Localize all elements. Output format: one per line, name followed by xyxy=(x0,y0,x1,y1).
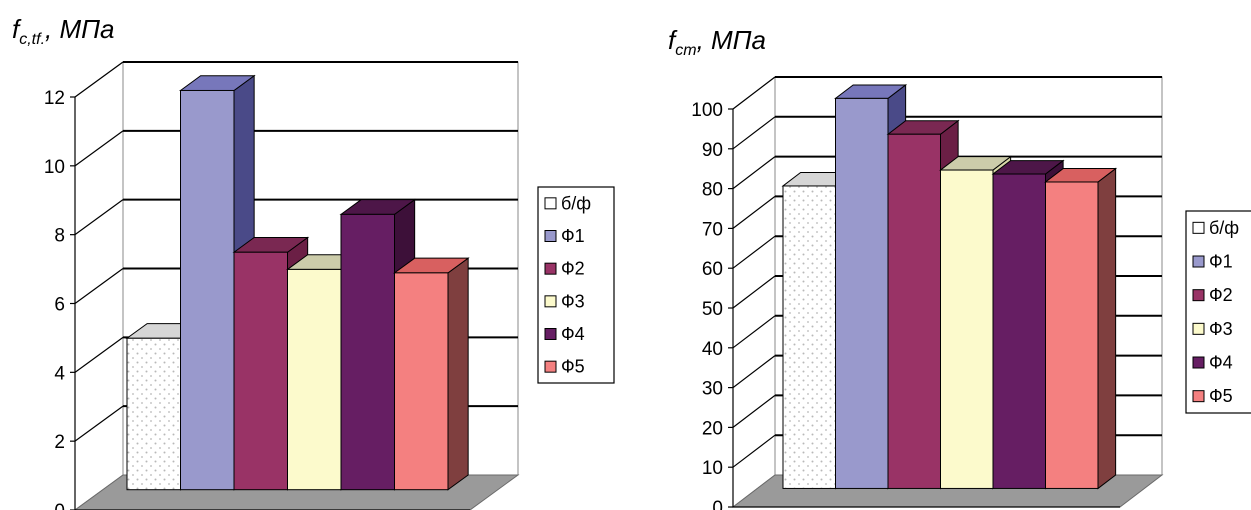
legend-label: Ф2 xyxy=(1209,285,1233,305)
bar-6 xyxy=(1046,169,1116,489)
y-tick-label: 6 xyxy=(54,295,65,316)
bar-front xyxy=(288,269,342,489)
legend-label: Ф5 xyxy=(1209,386,1233,406)
legend-swatch xyxy=(545,231,556,242)
y-tick-label: 0 xyxy=(712,498,723,510)
y-tick-label: 8 xyxy=(54,226,65,247)
bar-front xyxy=(1046,182,1099,488)
legend-swatch xyxy=(545,263,556,274)
legend-swatch xyxy=(1193,323,1204,334)
bar-front xyxy=(395,273,449,490)
y-tick-label: 40 xyxy=(702,339,723,360)
y-tick-label: 100 xyxy=(691,100,723,121)
legend: б/ф Ф1 Ф2 Ф3 Ф4 Ф5 xyxy=(1186,211,1251,413)
legend-swatch xyxy=(1193,222,1204,233)
y-tick-label: 50 xyxy=(702,299,723,320)
bar-side xyxy=(448,258,468,490)
legend-label: Ф4 xyxy=(561,324,585,344)
bar-front xyxy=(181,90,235,489)
legend-swatch xyxy=(545,296,556,307)
legend-label: Ф5 xyxy=(561,357,585,377)
legend-label: Ф1 xyxy=(1209,252,1233,272)
y-tick-label: 4 xyxy=(54,363,65,384)
y-tick-label: 60 xyxy=(702,259,723,280)
legend-label: Ф4 xyxy=(1209,353,1233,373)
legend-label: Ф1 xyxy=(561,226,585,246)
legend-swatch xyxy=(1193,391,1204,402)
chart-fcm: 0 10 20 30 40 50 60 70 80 90 100 б/ф Ф1 Ф2 Ф3 Ф4 Ф5 xyxy=(691,77,1251,510)
legend-label: Ф2 xyxy=(561,259,585,279)
bar-front xyxy=(993,174,1046,488)
legend-swatch xyxy=(1193,357,1204,368)
bar-6 xyxy=(395,258,469,490)
legend-label: б/ф xyxy=(1209,218,1239,238)
bar-side xyxy=(1098,169,1116,489)
y-tick-label: 0 xyxy=(54,501,65,510)
chart-fctf: 0 2 4 6 8 10 12 б/ф Ф1 Ф2 Ф3 Ф4 Ф5 xyxy=(44,62,614,510)
y-tick-label: 80 xyxy=(702,180,723,201)
legend-swatch xyxy=(1193,290,1204,301)
legend: б/ф Ф1 Ф2 Ф3 Ф4 Ф5 xyxy=(538,187,614,383)
bar-front xyxy=(341,214,395,489)
bar-front xyxy=(127,338,181,489)
legend-box xyxy=(1186,211,1251,413)
bar-front xyxy=(234,252,288,489)
legend-label: Ф3 xyxy=(561,291,585,311)
y-tick-label: 12 xyxy=(44,88,65,109)
bar-front xyxy=(836,98,889,488)
legend-label: Ф3 xyxy=(1209,319,1233,339)
legend-swatch xyxy=(545,198,556,209)
y-tick-label: 10 xyxy=(44,157,65,178)
bar-front xyxy=(783,186,836,488)
y-tick-label: 10 xyxy=(702,458,723,479)
y-tick-label: 90 xyxy=(702,140,723,161)
y-tick-label: 2 xyxy=(54,432,65,453)
bar-front xyxy=(888,134,941,488)
y-tick-label: 20 xyxy=(702,418,723,439)
legend-swatch xyxy=(545,329,556,340)
y-tick-label: 70 xyxy=(702,219,723,240)
legend-swatch xyxy=(545,361,556,372)
y-tick-label: 30 xyxy=(702,379,723,400)
legend-box xyxy=(538,187,614,383)
bar-front xyxy=(941,170,994,488)
legend-label: б/ф xyxy=(561,193,591,213)
legend-swatch xyxy=(1193,256,1204,267)
